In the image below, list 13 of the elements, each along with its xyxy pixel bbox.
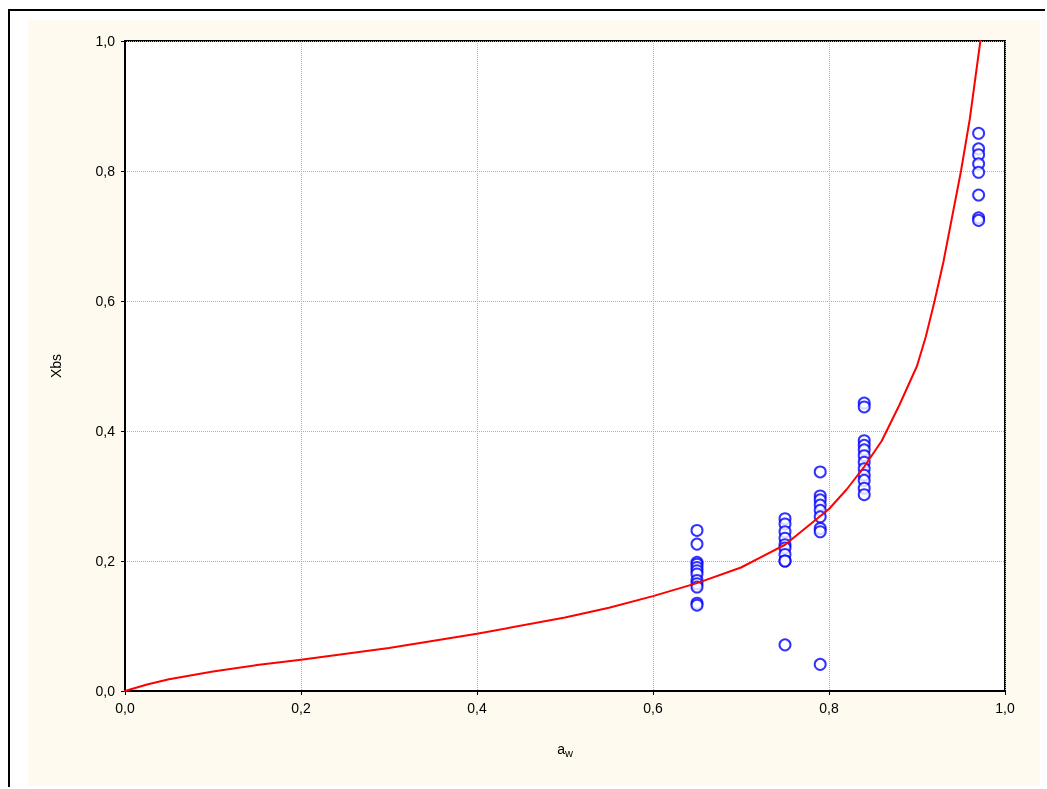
x-tick-label: 1,0 — [995, 700, 1015, 716]
y-tick-label: 0,6 — [95, 293, 116, 309]
x-tick-label: 0,4 — [467, 700, 487, 716]
y-axis-title: Xbs — [48, 353, 64, 379]
y-tick-label: 0,2 — [95, 553, 116, 569]
y-tick-label: 0,8 — [95, 163, 116, 179]
x-tick-label: 0,0 — [115, 700, 135, 716]
x-tick-label: 0,6 — [643, 700, 663, 716]
x-tick-label: 0,2 — [291, 700, 311, 716]
y-tick-label: 1,0 — [95, 33, 116, 49]
y-tick-label: 0,0 — [95, 683, 116, 699]
y-tick-label: 0,4 — [95, 423, 116, 439]
x-tick-label: 0,8 — [819, 700, 839, 716]
